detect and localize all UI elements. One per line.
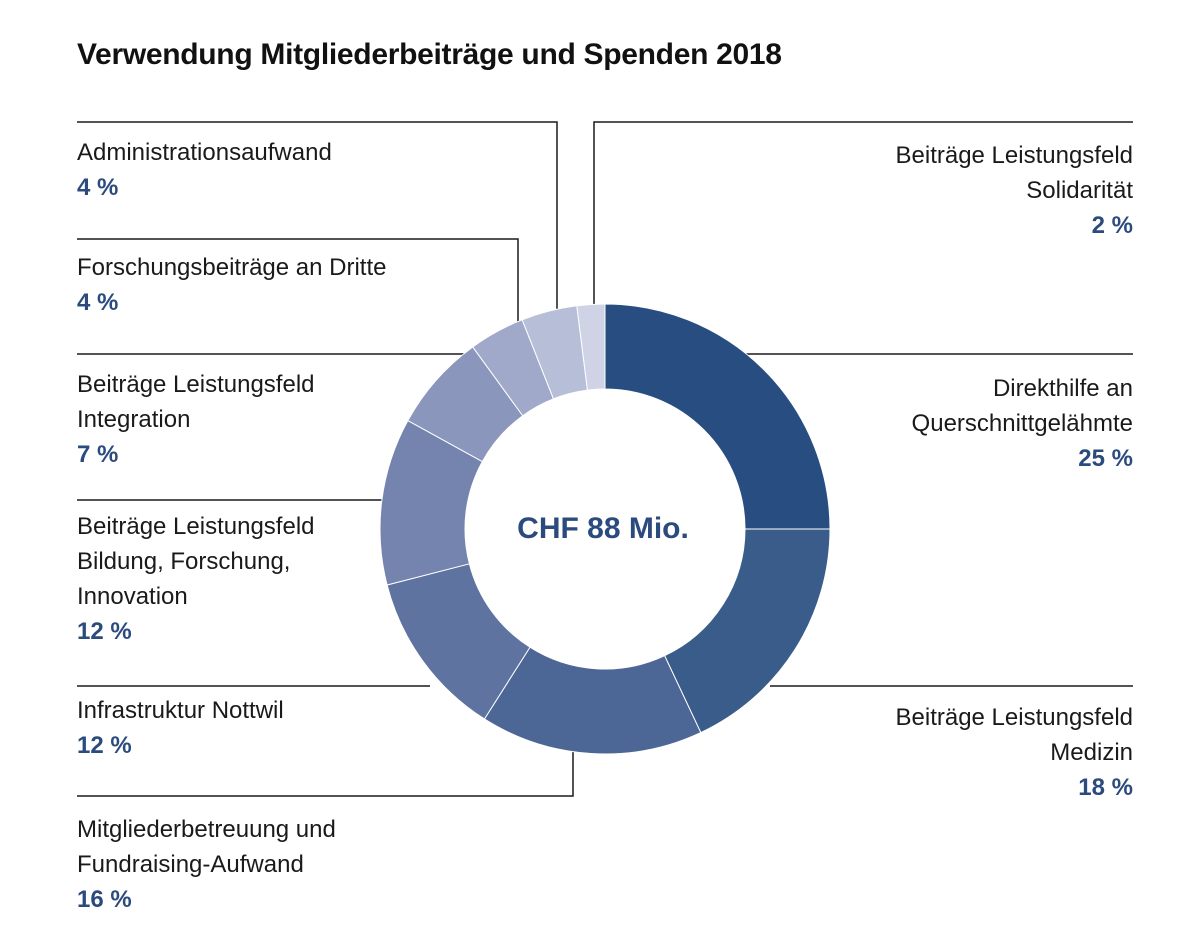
label-percent: 16 %	[77, 886, 132, 913]
donut-slice-0	[604, 303, 831, 530]
chart-title: Verwendung Mitgliederbeiträge und Spende…	[77, 38, 782, 71]
label-name: Direkthilfe an	[992, 375, 1133, 402]
center-total-label: CHF 88 Mio.	[517, 512, 689, 545]
label-percent: 12 %	[77, 618, 132, 645]
label-name: Beiträge Leistungsfeld	[895, 142, 1134, 169]
label-name: Infrastruktur Nottwil	[77, 697, 284, 724]
label-administrationsaufwand: Administrationsaufwand 4 %	[77, 135, 332, 205]
label-percent: 18 %	[1078, 774, 1133, 801]
label-name: Beiträge Leistungsfeld	[77, 371, 315, 398]
label-percent: 2 %	[1091, 212, 1133, 239]
donut-slices	[379, 303, 831, 755]
label-direkthilfe: Direkthilfe an Querschnittgelähmte 25 %	[912, 371, 1133, 476]
label-percent: 25 %	[1078, 445, 1133, 472]
donut-slice-8	[576, 303, 606, 391]
label-integration: Beiträge Leistungsfeld Integration 7 %	[77, 367, 315, 472]
label-name: Integration	[77, 406, 191, 433]
label-bildung-forschung-innovation: Beiträge Leistungsfeld Bildung, Forschun…	[77, 509, 315, 649]
label-percent: 4 %	[77, 174, 119, 201]
label-name: Solidarität	[1026, 177, 1133, 204]
leader-lines	[77, 121, 1133, 797]
donut-slice-1	[663, 528, 831, 734]
label-name: Mitgliederbetreuung und	[77, 816, 336, 843]
leader-line-1	[77, 238, 519, 322]
label-solidaritaet: Beiträge Leistungsfeld Solidarität 2 %	[896, 138, 1134, 243]
label-infrastruktur-nottwil: Infrastruktur Nottwil 12 %	[77, 693, 284, 763]
label-name: Beiträge Leistungsfeld	[77, 513, 315, 540]
label-name: Querschnittgelähmte	[911, 410, 1133, 437]
label-name: Bildung, Forschung,	[77, 548, 291, 575]
label-medizin: Beiträge Leistungsfeld Medizin 18 %	[896, 700, 1134, 805]
leader-line-0	[77, 121, 558, 310]
leader-line-6	[593, 121, 1133, 305]
label-name: Administrationsaufwand	[77, 139, 332, 166]
label-forschungsbeitraege: Forschungsbeiträge an Dritte 4 %	[77, 250, 387, 320]
label-name: Beiträge Leistungsfeld	[895, 704, 1134, 731]
label-percent: 7 %	[77, 441, 119, 468]
label-name: Medizin	[1050, 739, 1133, 766]
leader-line-5	[77, 748, 574, 797]
label-mitgliederbetreuung: Mitgliederbetreuung und Fundraising-Aufw…	[77, 812, 336, 917]
label-percent: 4 %	[77, 289, 119, 316]
label-name: Forschungsbeiträge an Dritte	[77, 254, 387, 281]
label-name: Innovation	[77, 583, 188, 610]
label-percent: 12 %	[77, 732, 132, 759]
label-name: Fundraising-Aufwand	[77, 851, 304, 878]
